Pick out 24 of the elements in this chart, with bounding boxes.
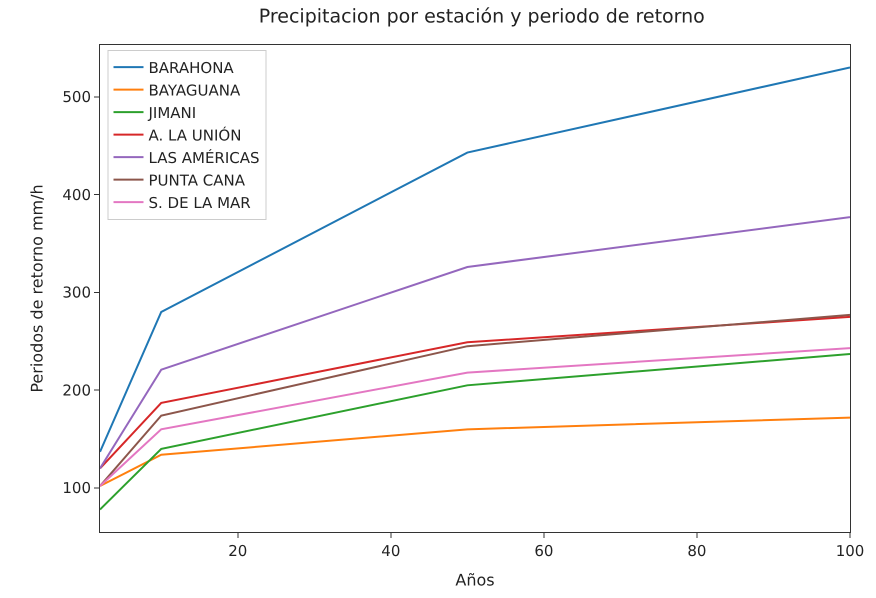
legend-label: JIMANI [148,104,196,122]
x-tick-label: 40 [381,542,400,560]
y-tick-label: 100 [62,479,91,498]
chart-title: Precipitacion por estación y periodo de retorno [258,5,705,28]
x-axis-title: Años [455,570,495,590]
legend-label: S. DE LA MAR [148,194,251,212]
legend-label: BARAHONA [148,58,234,77]
legend-label: BAYAGUANA [148,81,241,100]
line-series [100,416,850,488]
x-tick-label: 100 [836,542,864,560]
y-tick-label: 500 [62,88,91,106]
y-tick-label: 300 [62,284,91,302]
x-tick-label: 60 [534,542,554,560]
line-series [100,353,850,511]
x-tick-label: 20 [228,542,248,560]
legend-label: A. LA UNIÓN [148,126,242,144]
legend-label: LAS AMÉRICAS [148,148,260,167]
y-tick-label: 400 [62,186,91,204]
y-axis-title: Periodos de retorno mm/h [27,184,46,393]
line-series [100,347,850,488]
line-series [100,216,850,470]
x-tick-label: 80 [687,542,706,560]
y-tick-label: 200 [62,381,91,400]
legend-label: PUNTA CANA [148,171,246,190]
